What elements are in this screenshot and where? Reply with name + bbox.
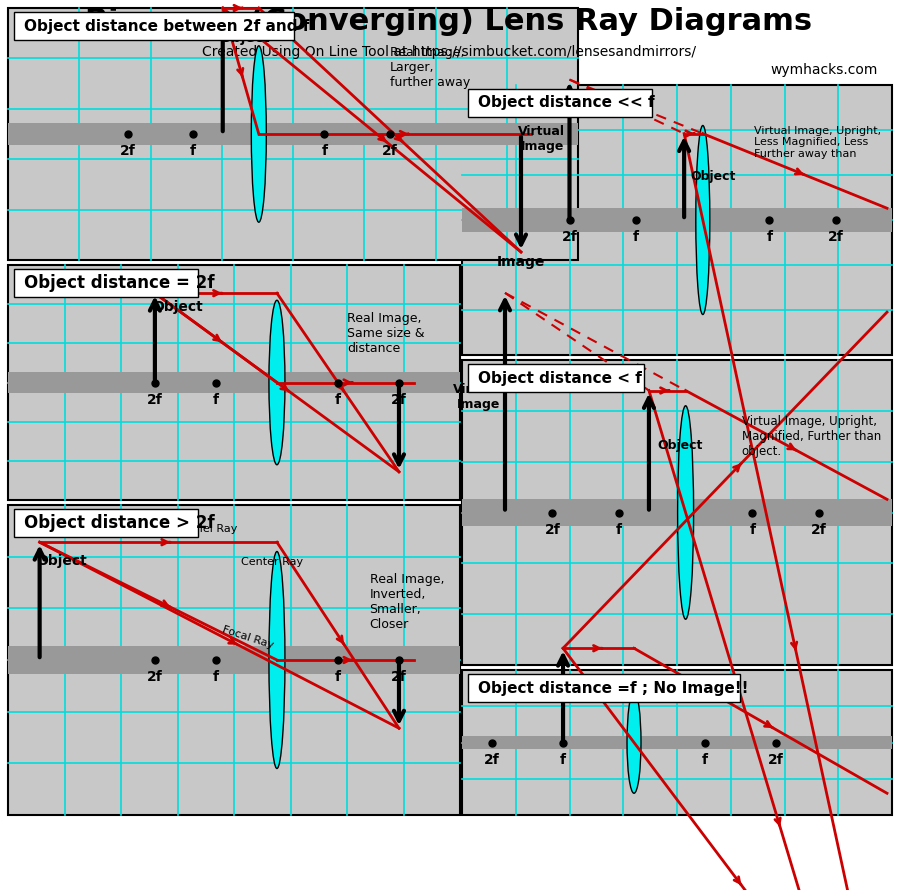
Bar bbox=[8, 505, 460, 815]
Bar bbox=[462, 360, 892, 665]
Bar bbox=[462, 85, 892, 355]
Text: Object distance < f: Object distance < f bbox=[478, 370, 642, 385]
Text: f: f bbox=[335, 670, 341, 684]
Text: Virtual
Image: Virtual Image bbox=[518, 125, 565, 153]
Text: f: f bbox=[335, 392, 341, 407]
Bar bbox=[462, 208, 892, 232]
Text: f: f bbox=[191, 144, 196, 158]
Bar bbox=[8, 372, 460, 393]
Text: Focal Ray: Focal Ray bbox=[221, 624, 275, 650]
Text: Virtual
Image: Virtual Image bbox=[453, 383, 500, 410]
Ellipse shape bbox=[269, 552, 285, 768]
Text: Created Using On Line Tool at https://simbucket.com/lensesandmirrors/: Created Using On Line Tool at https://si… bbox=[202, 45, 696, 59]
Bar bbox=[462, 498, 892, 526]
Ellipse shape bbox=[252, 45, 266, 222]
Text: Object: Object bbox=[37, 554, 87, 568]
Text: Object: Object bbox=[152, 300, 202, 314]
Text: 2f: 2f bbox=[828, 230, 844, 244]
Bar bbox=[462, 670, 892, 815]
Text: Real Image,
Larger,
further away: Real Image, Larger, further away bbox=[390, 45, 470, 89]
Text: f: f bbox=[616, 522, 622, 537]
Text: f: f bbox=[213, 392, 219, 407]
Bar bbox=[14, 269, 198, 297]
Text: 2f: 2f bbox=[562, 230, 577, 244]
Ellipse shape bbox=[678, 406, 694, 619]
Bar bbox=[14, 12, 294, 40]
Bar bbox=[468, 364, 644, 392]
Bar bbox=[14, 509, 198, 537]
Text: 2f: 2f bbox=[391, 392, 407, 407]
Text: Object distance between 2f and f: Object distance between 2f and f bbox=[24, 19, 309, 34]
Text: f: f bbox=[560, 753, 566, 766]
Text: 2f: 2f bbox=[120, 144, 136, 158]
Text: Parallel Ray: Parallel Ray bbox=[172, 524, 237, 534]
Text: 2f: 2f bbox=[811, 522, 827, 537]
Bar bbox=[462, 736, 892, 749]
Text: f: f bbox=[213, 670, 219, 684]
Text: Object distance << f: Object distance << f bbox=[478, 95, 654, 110]
Text: 2f: 2f bbox=[485, 753, 500, 766]
Bar bbox=[8, 265, 460, 500]
Text: Center Ray: Center Ray bbox=[241, 557, 303, 567]
Text: Object: Object bbox=[219, 31, 271, 45]
Text: Object distance =f ; No Image!!: Object distance =f ; No Image!! bbox=[478, 681, 749, 695]
Ellipse shape bbox=[696, 125, 710, 314]
Text: f: f bbox=[749, 522, 755, 537]
Text: f: f bbox=[321, 144, 327, 158]
Text: Real Image,
Inverted,
Smaller,
Closer: Real Image, Inverted, Smaller, Closer bbox=[369, 573, 444, 631]
Text: f: f bbox=[767, 230, 772, 244]
Text: Image: Image bbox=[497, 255, 545, 269]
Text: Object: Object bbox=[690, 170, 735, 183]
Text: 2f: 2f bbox=[391, 670, 407, 684]
Text: 2f: 2f bbox=[545, 522, 560, 537]
Text: wymhacks.com: wymhacks.com bbox=[770, 63, 878, 77]
Text: Object distance > 2f: Object distance > 2f bbox=[24, 514, 215, 532]
Text: Virtual Image, Upright,
Magnified, Further than
object.: Virtual Image, Upright, Magnified, Furth… bbox=[742, 415, 881, 457]
Text: 2f: 2f bbox=[768, 753, 784, 766]
Bar bbox=[8, 646, 460, 674]
Text: 2f: 2f bbox=[147, 392, 163, 407]
Bar bbox=[468, 674, 740, 702]
Text: Virtual Image, Upright,
Less Magnified, Less
Further away than: Virtual Image, Upright, Less Magnified, … bbox=[754, 125, 882, 158]
Text: 2f: 2f bbox=[382, 144, 397, 158]
Text: f: f bbox=[633, 230, 639, 244]
Text: Object: Object bbox=[657, 439, 702, 452]
Bar bbox=[8, 123, 578, 145]
Text: Real Image,
Same size &
distance: Real Image, Same size & distance bbox=[347, 312, 424, 355]
Text: 2f: 2f bbox=[147, 670, 163, 684]
Text: Biconvex (Converging) Lens Ray Diagrams: Biconvex (Converging) Lens Ray Diagrams bbox=[85, 7, 813, 36]
Bar bbox=[8, 8, 578, 260]
Text: f: f bbox=[702, 753, 708, 766]
Ellipse shape bbox=[269, 300, 285, 465]
Ellipse shape bbox=[627, 692, 641, 793]
Bar bbox=[468, 89, 652, 117]
Text: Object distance = 2f: Object distance = 2f bbox=[24, 274, 215, 292]
